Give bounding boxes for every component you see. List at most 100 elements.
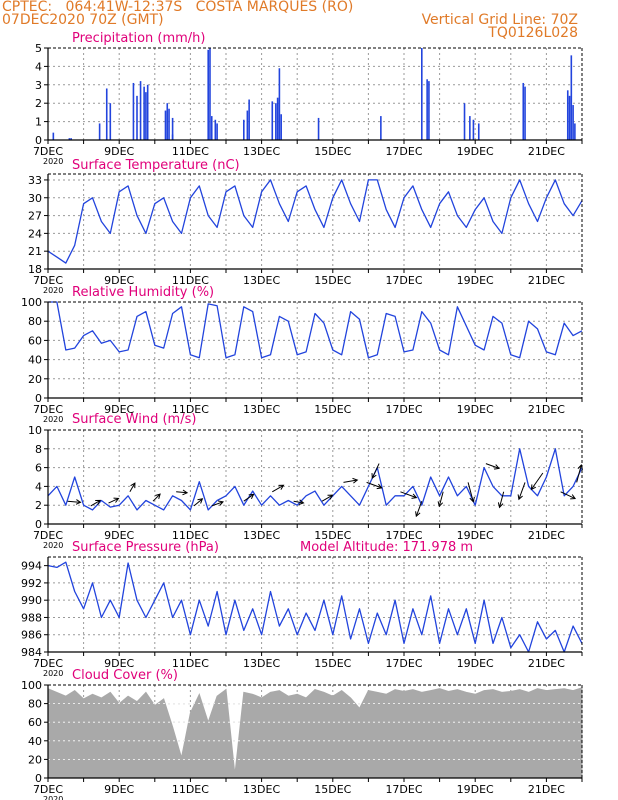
pres-title: Surface Pressure (hPa) [72, 540, 219, 555]
rh-ytick-label: 0 [35, 392, 42, 405]
wind-vector-head [469, 496, 475, 503]
precip-bar [477, 123, 480, 140]
precip-bar [70, 138, 72, 140]
temp-year-label: 2020 [43, 286, 63, 295]
wind-title: Surface Wind (m/s) [72, 412, 196, 427]
rh-xtick-label: 15DEC [314, 403, 351, 416]
wind-vector-head [376, 483, 383, 490]
precip-bar [243, 119, 245, 140]
rh-year-label: 2020 [43, 415, 63, 424]
wind-vector-head [371, 473, 377, 480]
precip-bar [216, 123, 218, 140]
precip-bar [380, 116, 382, 140]
pres-xtick-label: 21DEC [528, 657, 565, 670]
cloud-ytick-label: 100 [21, 679, 42, 692]
precip-xtick-label: 21DEC [528, 145, 565, 158]
cloud-xtick-label: 7DEC [33, 783, 63, 796]
precip-bar [568, 95, 571, 140]
header-run-date: 07DEC2020 70Z (GMT) [2, 12, 164, 28]
precip-bar [209, 48, 211, 140]
cloud-ytick-label: 20 [28, 753, 42, 766]
wind-vector [400, 491, 417, 499]
precip-ytick-label: 0 [35, 134, 42, 147]
wind-vector [485, 463, 500, 469]
wind-ytick-label: 2 [35, 499, 42, 512]
precip-xtick-label: 19DEC [457, 145, 494, 158]
pres-ytick-label: 984 [21, 646, 42, 659]
precip-bar [317, 117, 320, 140]
precip-ytick-label: 5 [35, 42, 42, 55]
precip-bar [280, 114, 282, 140]
cloud-ytick-label: 40 [28, 735, 42, 748]
wind-vector-head [577, 463, 583, 471]
temp-ytick-label: 30 [28, 192, 42, 205]
wind-xtick-label: 21DEC [528, 529, 565, 542]
wind-series-line [47, 448, 583, 511]
wind-vector [211, 501, 224, 507]
rh-xtick-label: 13DEC [243, 403, 280, 416]
wind-vector-head [278, 484, 285, 490]
wind-vector-head [95, 499, 102, 505]
precip-bar [421, 48, 423, 140]
rh-ytick-label: 80 [28, 315, 42, 328]
temp-series-line [47, 179, 583, 264]
wind-vector-head [75, 499, 82, 505]
precip-bar [570, 55, 573, 140]
precip-bar [105, 88, 108, 140]
precip-bar [166, 103, 169, 140]
cloud-xtick-label: 19DEC [457, 783, 494, 796]
pres-series-line [47, 561, 583, 653]
wind-vector-head [497, 502, 504, 509]
wind-xtick-label: 7DEC [33, 529, 63, 542]
wind-vector [371, 463, 380, 479]
temp-xtick-label: 7DEC [33, 274, 63, 287]
precip-bar [275, 103, 277, 140]
pres-ytick-label: 988 [21, 611, 42, 624]
rh-xtick-label: 7DEC [33, 403, 63, 416]
temp-title: Surface Temperature (nC) [72, 158, 240, 173]
wind-vector-head [530, 484, 537, 491]
rh-ytick-label: 40 [28, 354, 42, 367]
precip-bar [246, 110, 249, 140]
wind-vector [129, 482, 136, 493]
precip-xtick-label: 9DEC [104, 145, 134, 158]
pres-ytick-label: 994 [21, 560, 42, 573]
pres-xtick-label: 9DEC [104, 657, 134, 670]
precip-bar [574, 123, 576, 140]
precip-bar [566, 90, 569, 140]
temp-xtick-label: 21DEC [528, 274, 565, 287]
precip-bar [248, 99, 250, 140]
temp-xtick-label: 11DEC [172, 274, 209, 287]
wind-xtick-label: 11DEC [172, 529, 209, 542]
rh-xtick-label: 21DEC [528, 403, 565, 416]
cloud-xtick-label: 9DEC [104, 783, 134, 796]
cloud-area [47, 687, 583, 779]
precip-bar [145, 92, 147, 140]
precip-bar [522, 82, 525, 140]
wind-vector [193, 498, 203, 507]
wind-xtick-label: 19DEC [457, 529, 494, 542]
wind-vector-head [352, 477, 359, 484]
precip-bar [210, 116, 213, 140]
pres-ytick-label: 990 [21, 594, 42, 607]
precip-bar [207, 49, 209, 141]
temp-xtick-label: 9DEC [104, 274, 134, 287]
precip-bar [469, 116, 471, 140]
cloud-xtick-label: 13DEC [243, 783, 280, 796]
precip-bar [164, 110, 167, 140]
precip-bar [271, 101, 274, 140]
precip-bar [98, 123, 101, 140]
temp-ytick-label: 27 [28, 210, 42, 223]
rh-xtick-label: 9DEC [104, 403, 134, 416]
precip-bar [143, 86, 145, 140]
wind-vector-head [130, 482, 136, 489]
rh-ytick-label: 100 [21, 296, 42, 309]
rh-xtick-label: 17DEC [385, 403, 422, 416]
precip-xtick-label: 15DEC [314, 145, 351, 158]
cloud-xtick-label: 21DEC [528, 783, 565, 796]
wind-xtick-label: 9DEC [104, 529, 134, 542]
precip-bar [132, 82, 135, 140]
wind-vector [438, 491, 444, 507]
wind-vector [499, 491, 505, 508]
